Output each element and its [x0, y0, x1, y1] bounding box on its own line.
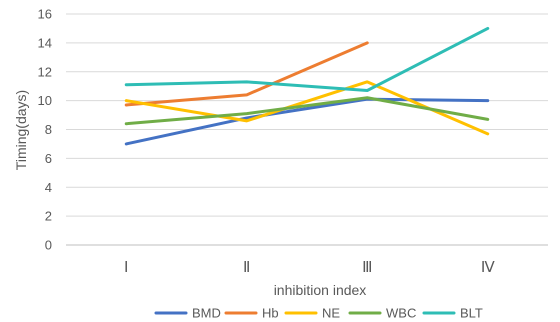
legend-item-hb: Hb	[224, 306, 279, 321]
x-tick-label: Ⅱ	[243, 260, 250, 276]
legend-item-wbc: WBC	[348, 306, 416, 321]
legend-item-blt: BLT	[422, 306, 483, 321]
series-lines	[124, 26, 490, 146]
legend-label: NE	[322, 306, 340, 321]
y-tick-label: 0	[45, 238, 52, 253]
y-tick-label: 10	[38, 93, 52, 108]
x-tick-label: Ⅰ	[124, 260, 128, 276]
legend: BMD Hb NE WBC BLT	[154, 306, 483, 321]
series-line-hb	[124, 41, 369, 107]
y-tick-label: 6	[45, 151, 52, 166]
series-line-blt	[124, 26, 490, 93]
x-tick-label: Ⅳ	[481, 260, 495, 276]
y-axis-label: Timing(days)	[13, 90, 29, 170]
legend-label: BLT	[460, 306, 483, 321]
y-tick-label: 14	[38, 35, 52, 50]
legend-label: WBC	[386, 306, 416, 321]
y-axis-ticks: 0 2 4 6 8 10 12 14 16	[38, 7, 52, 253]
y-tick-label: 16	[38, 7, 52, 22]
series-line-wbc	[124, 96, 490, 126]
x-tick-label: Ⅲ	[362, 260, 372, 276]
legend-label: BMD	[192, 306, 221, 321]
y-tick-label: 12	[38, 64, 52, 79]
series-line-bmd	[124, 97, 490, 146]
y-tick-label: 4	[45, 180, 52, 195]
x-axis-label: inhibition index	[274, 282, 367, 298]
x-axis-ticks: Ⅰ Ⅱ Ⅲ Ⅳ	[124, 260, 495, 276]
legend-item-ne: NE	[284, 306, 340, 321]
y-tick-label: 2	[45, 209, 52, 224]
legend-item-bmd: BMD	[154, 306, 221, 321]
legend-label: Hb	[262, 306, 279, 321]
y-tick-label: 8	[45, 122, 52, 137]
